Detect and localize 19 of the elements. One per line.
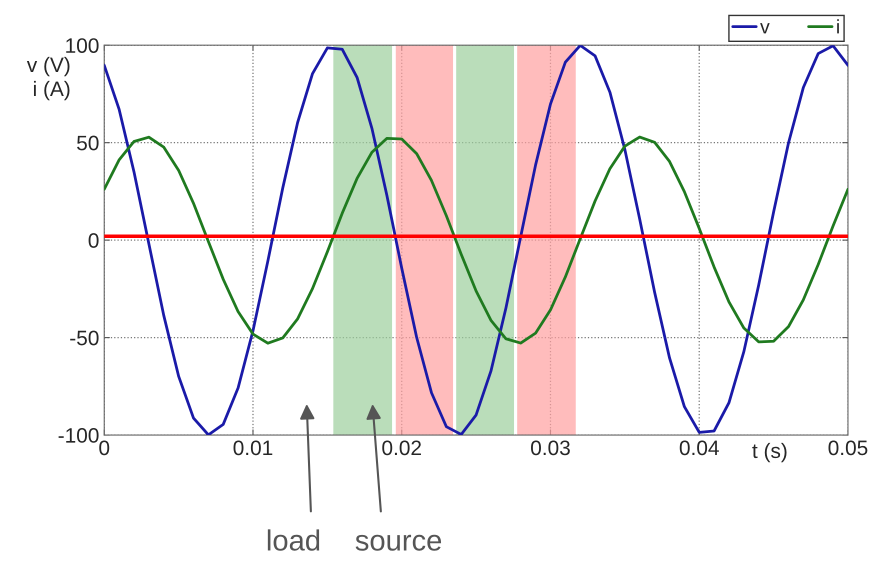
y-tick-label: 0 — [88, 233, 99, 248]
legend-label: v — [760, 23, 770, 34]
y-axis-title: v (V) i (A) — [26, 56, 70, 100]
y-tick-label: -100 — [58, 428, 99, 443]
x-tick-label: 0.03 — [531, 440, 570, 456]
x-tick-label: 0 — [99, 440, 110, 456]
legend-label: i — [837, 19, 839, 34]
y-tick-label: -50 — [70, 330, 99, 346]
y-tick-label: 50 — [77, 136, 99, 150]
line-series — [104, 136, 848, 345]
x-tick-label: 0.04 — [680, 440, 719, 456]
line-series — [104, 45, 848, 436]
y-tick-label: 100 — [66, 38, 99, 53]
x-tick-label: 0.01 — [234, 440, 272, 456]
x-tick-label: 0.05 — [828, 440, 868, 456]
x-tick-label: 0.02 — [382, 440, 421, 456]
x-axis-title: t (s) — [752, 442, 787, 462]
text: load — [268, 529, 320, 551]
text: source — [356, 534, 442, 551]
